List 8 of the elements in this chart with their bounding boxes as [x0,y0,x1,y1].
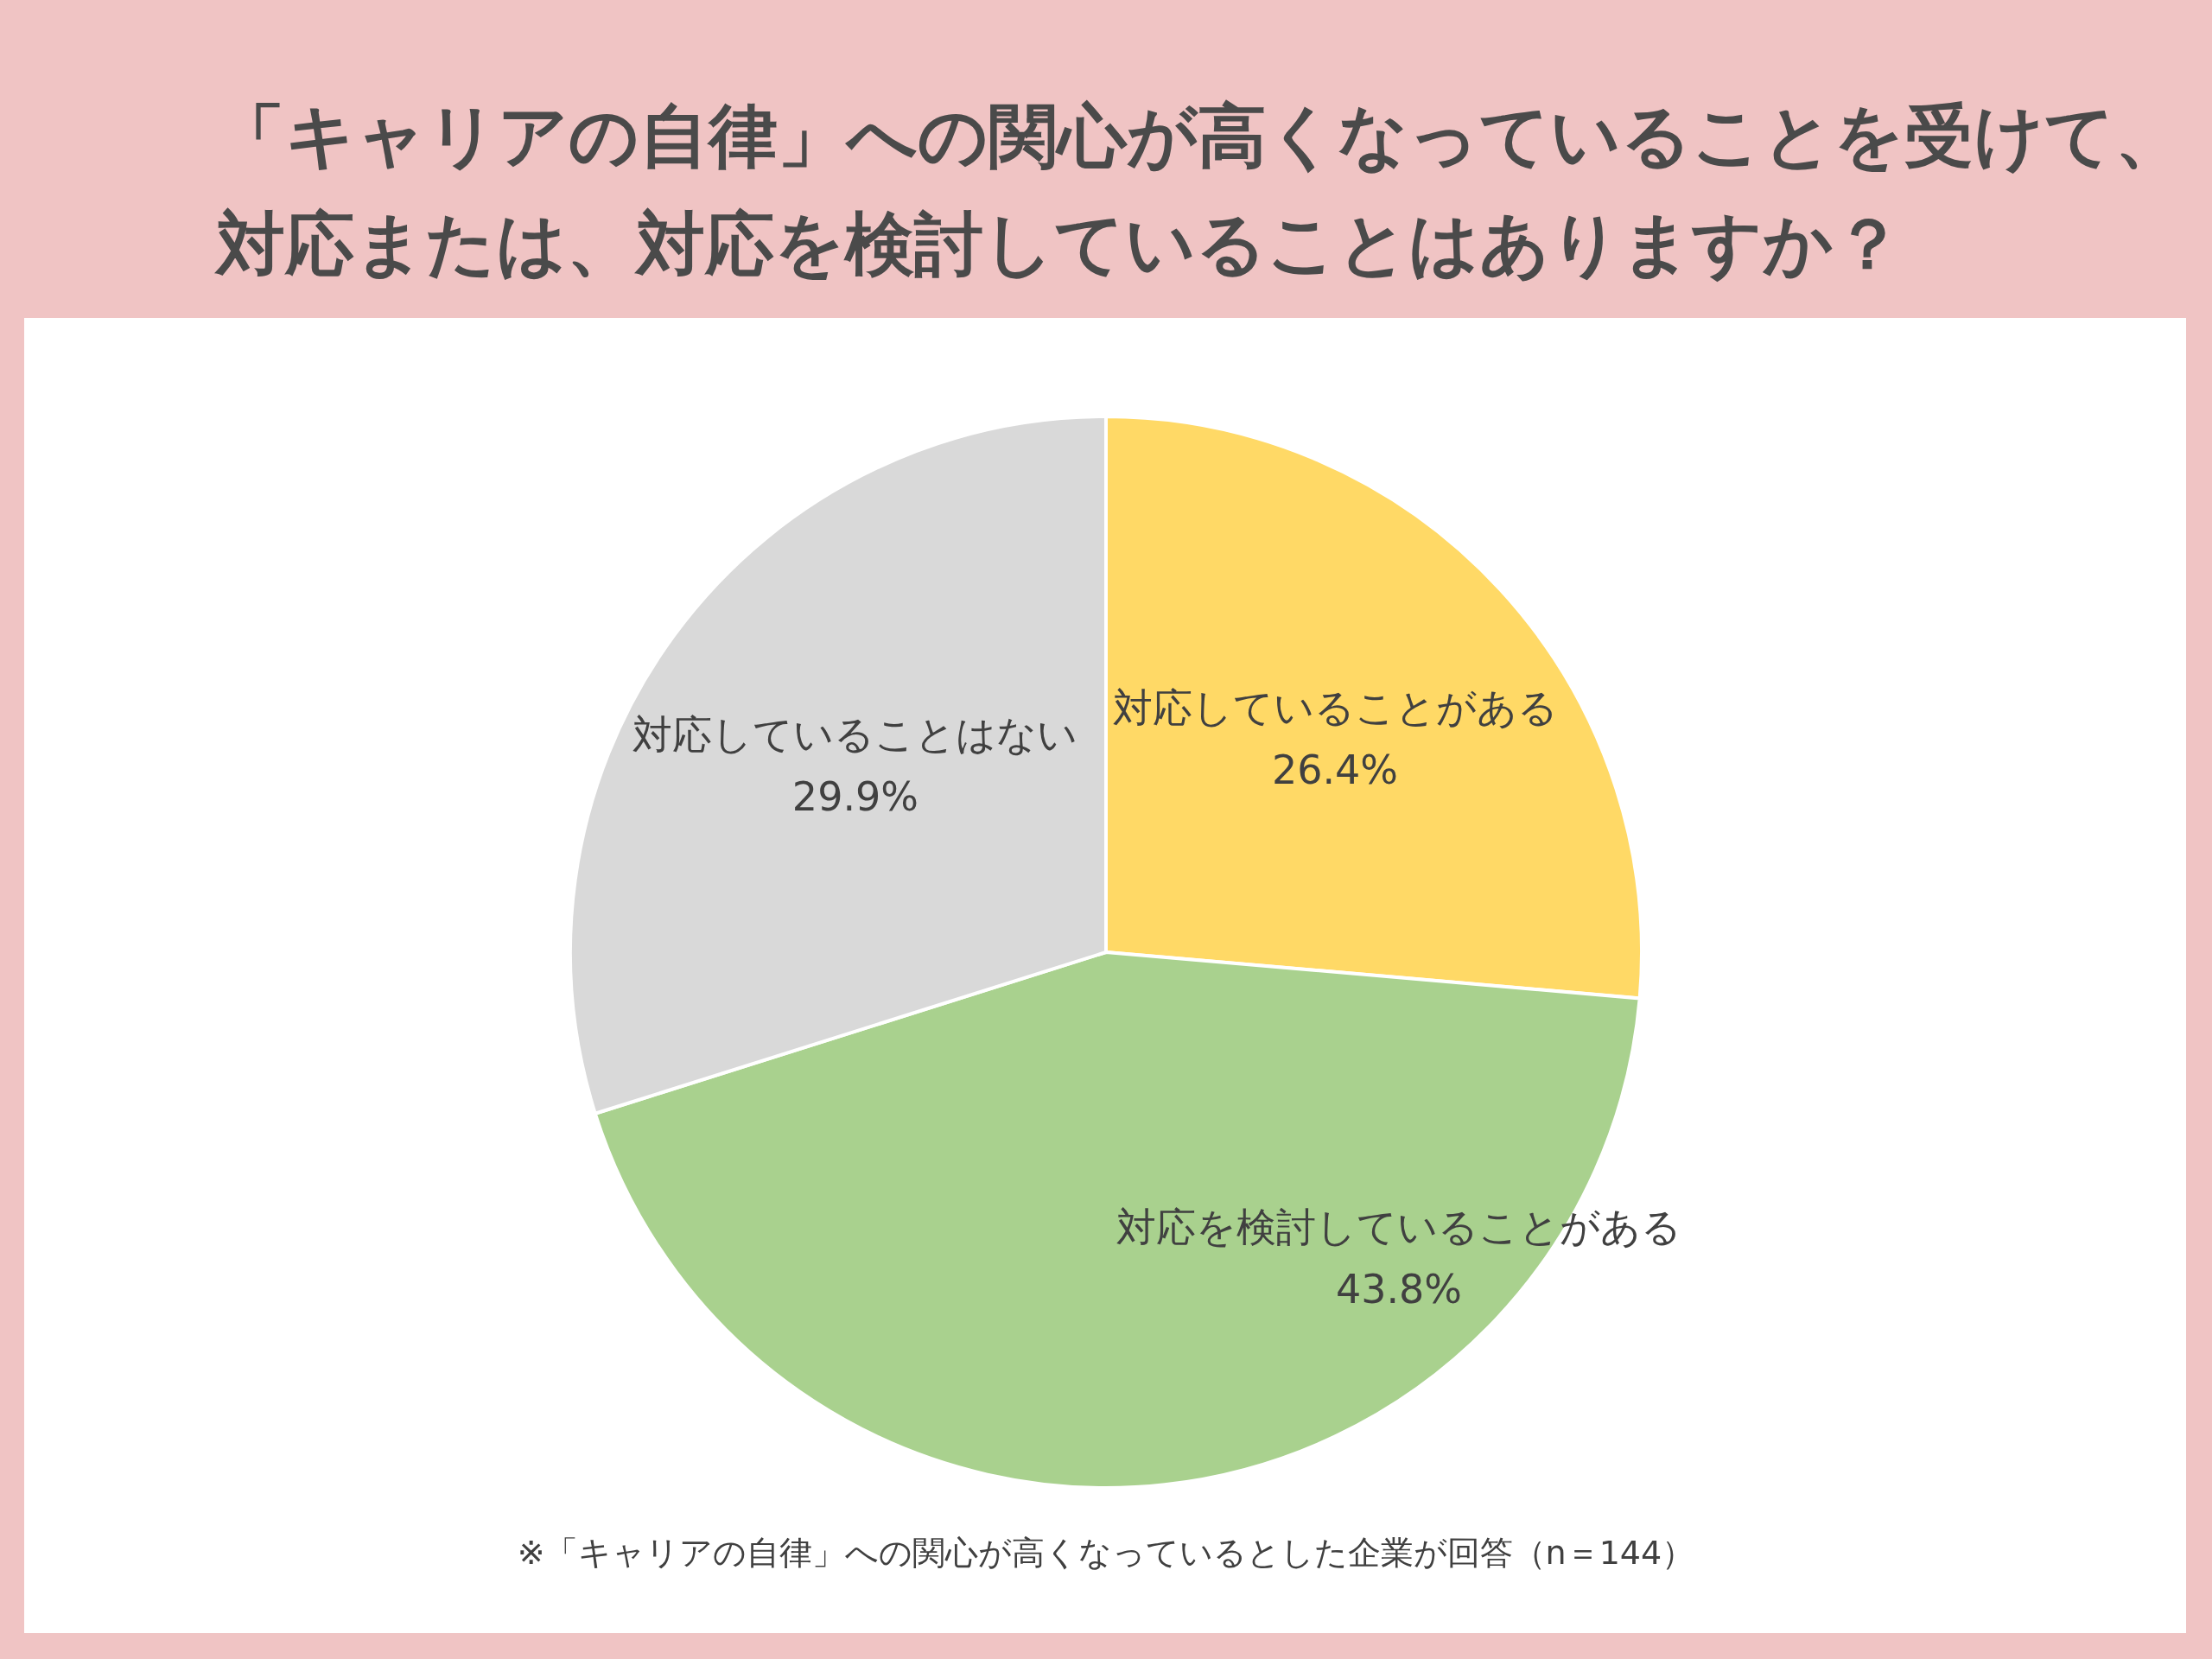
slice-label: 対応していることはない [632,710,1078,758]
data-label: 43.8% [1335,1265,1463,1313]
slice-label: 対応していることがある [1112,684,1558,732]
chart-title: 「キャリアの自律」への関心が高くなっていることを受けて、対応または、対応を検討していることはありますか？ [216,95,2185,286]
data-label: 26.4% [1271,747,1399,794]
data-label: 29.9% [791,772,919,820]
text: ※「キャリアの自律」への関心が高くなっているとした企業が回答（n＝144） [517,1534,1695,1572]
slice-label: 対応を検討していることがある [1116,1203,1681,1250]
